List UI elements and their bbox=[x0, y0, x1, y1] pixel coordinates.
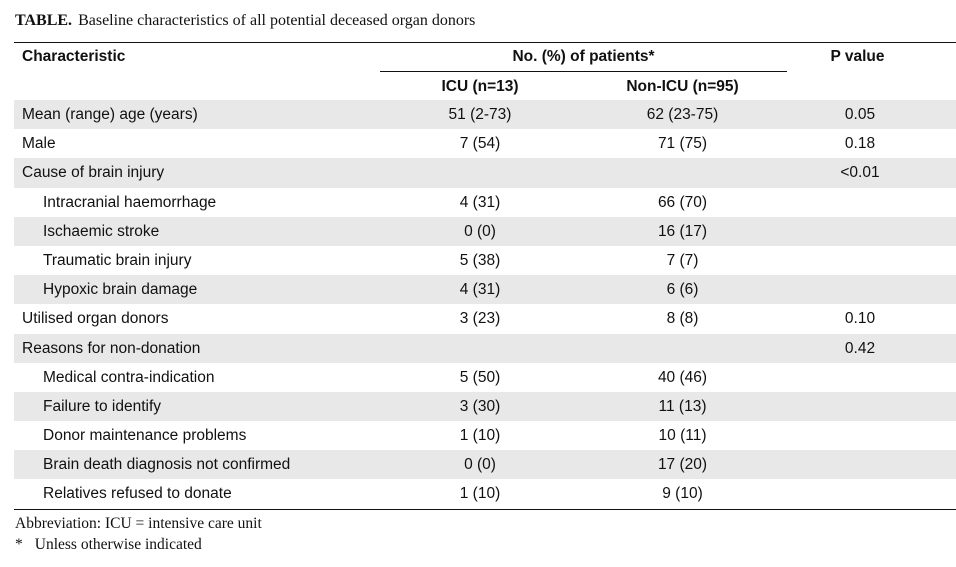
table-row: Reasons for non-donation 0.42 bbox=[14, 333, 956, 363]
footnote-unless-indicated: * Unless otherwise indicated bbox=[15, 535, 202, 555]
table-caption-text: Baseline characteristics of all potentia… bbox=[78, 12, 476, 29]
table-row: Ischaemic stroke 0 (0) 16 (17) bbox=[14, 216, 956, 246]
row-icu-value: 5 (38) bbox=[459, 251, 501, 269]
footnote-star: * bbox=[15, 536, 23, 553]
row-non-icu-value: 8 (8) bbox=[666, 310, 699, 328]
table-row: Medical contra-indication 5 (50) 40 (46) bbox=[14, 363, 956, 392]
row-p-value: <0.01 bbox=[840, 164, 880, 182]
row-non-icu-value: 7 (7) bbox=[666, 251, 699, 269]
table-row: Intracranial haemorrhage 4 (31) 66 (70) bbox=[14, 188, 956, 217]
header-icu: ICU (n=13) bbox=[441, 78, 519, 95]
row-label: Brain death diagnosis not confirmed bbox=[43, 456, 291, 474]
row-label: Traumatic brain injury bbox=[43, 251, 192, 269]
table-row: Failure to identify 3 (30) 11 (13) bbox=[14, 391, 956, 422]
row-label: Intracranial haemorrhage bbox=[43, 193, 217, 211]
row-label: Medical contra-indication bbox=[43, 368, 215, 386]
row-icu-value: 5 (50) bbox=[459, 368, 501, 386]
table-row: Traumatic brain injury 5 (38) 7 (7) bbox=[14, 246, 956, 275]
row-non-icu-value: 40 (46) bbox=[657, 368, 708, 386]
table-row: Male 7 (54) 71 (75) 0.18 bbox=[14, 129, 956, 158]
row-icu-value: 3 (30) bbox=[459, 397, 501, 415]
row-label: Donor maintenance problems bbox=[43, 427, 247, 445]
table-caption-lead: TABLE. bbox=[15, 12, 73, 29]
header-p-value: P value bbox=[830, 48, 885, 65]
row-label: Mean (range) age (years) bbox=[22, 106, 198, 123]
table-row: Cause of brain injury <0.01 bbox=[14, 158, 956, 188]
header-non-icu: Non-ICU (n=95) bbox=[626, 78, 739, 95]
row-label: Relatives refused to donate bbox=[43, 485, 232, 503]
row-p-value: 0.10 bbox=[844, 310, 876, 328]
header-patients-group: No. (%) of patients* bbox=[512, 48, 655, 65]
row-p-value: 0.18 bbox=[844, 135, 876, 153]
row-icu-value: 3 (23) bbox=[459, 310, 501, 328]
row-non-icu-value: 62 (23-75) bbox=[646, 106, 719, 123]
row-non-icu-value: 6 (6) bbox=[666, 281, 699, 299]
row-label: Hypoxic brain damage bbox=[43, 281, 198, 299]
row-icu-value: 7 (54) bbox=[459, 135, 501, 153]
row-icu-value: 0 (0) bbox=[464, 456, 496, 474]
header-characteristic: Characteristic bbox=[22, 48, 126, 65]
row-icu-value: 4 (31) bbox=[459, 281, 501, 299]
row-label: Failure to identify bbox=[43, 397, 162, 415]
row-label: Utilised organ donors bbox=[22, 310, 169, 328]
row-non-icu-value: 71 (75) bbox=[657, 135, 708, 153]
row-non-icu-value: 16 (17) bbox=[657, 222, 708, 240]
table-row: Brain death diagnosis not confirmed 0 (0… bbox=[14, 450, 956, 480]
row-p-value: 0.42 bbox=[844, 339, 876, 357]
row-non-icu-value: 66 (70) bbox=[657, 193, 708, 211]
row-icu-value: 51 (2-73) bbox=[448, 106, 512, 123]
table-row: Mean (range) age (years) 51 (2-73) 62 (2… bbox=[14, 100, 956, 130]
row-p-value: 0.05 bbox=[844, 106, 876, 123]
table-row: Utilised organ donors 3 (23) 8 (8) 0.10 bbox=[14, 304, 956, 333]
row-non-icu-value: 9 (10) bbox=[662, 485, 703, 503]
table-bottom-rule bbox=[14, 509, 956, 510]
row-icu-value: 1 (10) bbox=[459, 485, 501, 503]
row-icu-value: 4 (31) bbox=[459, 193, 501, 211]
table-row: Donor maintenance problems 1 (10) 10 (11… bbox=[14, 421, 956, 450]
row-label: Reasons for non-donation bbox=[22, 339, 201, 357]
table-body: Mean (range) age (years) 51 (2-73) 62 (2… bbox=[14, 100, 956, 509]
row-non-icu-value: 11 (13) bbox=[658, 397, 707, 415]
table-row: Hypoxic brain damage 4 (31) 6 (6) bbox=[14, 275, 956, 305]
row-icu-value: 1 (10) bbox=[459, 427, 501, 445]
row-icu-value: 0 (0) bbox=[464, 222, 496, 240]
table-caption: TABLE. Baseline characteristics of all po… bbox=[15, 10, 475, 32]
table-top-rule bbox=[14, 42, 956, 43]
footnote-abbreviation: Abbreviation: ICU = intensive care unit bbox=[15, 515, 262, 532]
footnote-star-text: Unless otherwise indicated bbox=[34, 536, 202, 553]
row-non-icu-value: 17 (20) bbox=[657, 456, 708, 474]
table-row: Relatives refused to donate 1 (10) 9 (10… bbox=[14, 479, 956, 508]
row-label: Male bbox=[22, 135, 56, 153]
row-non-icu-value: 10 (11) bbox=[658, 427, 707, 445]
header-group-rule bbox=[380, 71, 787, 72]
row-label: Cause of brain injury bbox=[22, 164, 165, 182]
row-label: Ischaemic stroke bbox=[43, 222, 160, 240]
